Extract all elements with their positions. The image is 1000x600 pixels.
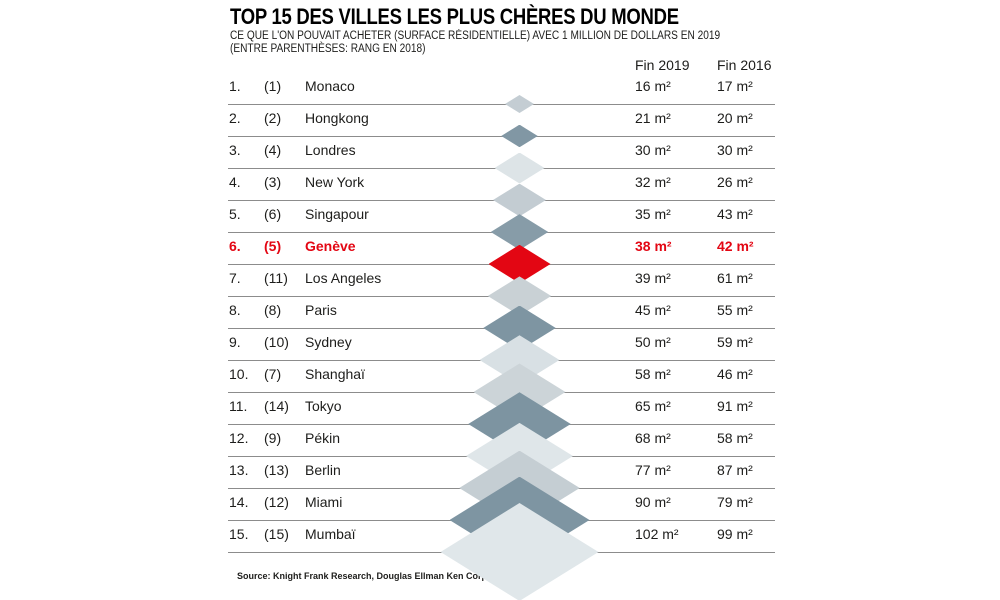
- value-fin-2019-cell: 102 m²: [635, 526, 679, 542]
- rank-2018-cell: (13): [264, 462, 289, 478]
- rank-cell: 11.: [229, 398, 248, 414]
- value-fin-2019-cell: 65 m²: [635, 398, 671, 414]
- source-note: Source: Knight Frank Research, Douglas E…: [237, 571, 521, 581]
- value-fin-2019-cell: 21 m²: [635, 110, 671, 126]
- value-fin-2016-cell: 79 m²: [717, 494, 753, 510]
- rank-cell: 5.: [229, 206, 241, 222]
- rank-cell: 4.: [229, 174, 241, 190]
- city-cell: Pékin: [305, 430, 341, 446]
- rank-cell: 3.: [229, 142, 241, 158]
- city-cell: Tokyo: [305, 398, 342, 414]
- column-header-fin-2016: Fin 2016: [717, 57, 772, 73]
- subtitle-line-2: (ENTRE PARENTHÈSES: RANG EN 2018): [230, 43, 426, 55]
- rank-2018-cell: (4): [264, 142, 282, 158]
- value-fin-2019-cell: 45 m²: [635, 302, 671, 318]
- city-cell: New York: [305, 174, 365, 190]
- page-subtitle: CE QUE L'ON POUVAIT ACHETER (SURFACE RÉS…: [230, 30, 720, 56]
- rank-2018-cell: (6): [264, 206, 282, 222]
- rank-cell: 6.: [229, 238, 241, 254]
- rank-2018-cell: (1): [264, 78, 282, 94]
- value-fin-2019-cell: 32 m²: [635, 174, 671, 190]
- value-fin-2019-cell: 90 m²: [635, 494, 671, 510]
- city-cell: Mumbaï: [305, 526, 356, 542]
- value-fin-2019-cell: 77 m²: [635, 462, 671, 478]
- rank-cell: 14.: [229, 494, 249, 510]
- table-row: 4. (3) New York 32 m² 26 m²: [228, 168, 775, 201]
- value-fin-2016-cell: 58 m²: [717, 430, 753, 446]
- rank-cell: 13.: [229, 462, 249, 478]
- value-fin-2016-cell: 87 m²: [717, 462, 753, 478]
- value-fin-2019-cell: 16 m²: [635, 78, 671, 94]
- value-fin-2019-cell: 38 m²: [635, 238, 672, 254]
- rank-2018-cell: (2): [264, 110, 282, 126]
- rank-2018-cell: (5): [264, 238, 282, 254]
- city-cell: Shanghaï: [305, 366, 365, 382]
- rank-cell: 12.: [229, 430, 249, 446]
- rank-2018-cell: (8): [264, 302, 282, 318]
- rank-2018-cell: (9): [264, 430, 282, 446]
- value-fin-2016-cell: 42 m²: [717, 238, 754, 254]
- page-title: TOP 15 DES VILLES LES PLUS CHÈRES DU MON…: [230, 4, 679, 29]
- rank-cell: 10.: [229, 366, 249, 382]
- value-fin-2019-cell: 50 m²: [635, 334, 671, 350]
- value-fin-2016-cell: 30 m²: [717, 142, 753, 158]
- table-row: 7. (11) Los Angeles 39 m² 61 m²: [228, 264, 775, 297]
- diamond-marker: [501, 124, 538, 148]
- rank-2018-cell: (12): [264, 494, 289, 510]
- value-fin-2019-cell: 30 m²: [635, 142, 671, 158]
- value-fin-2016-cell: 20 m²: [717, 110, 753, 126]
- diamond-marker: [505, 95, 534, 113]
- city-cell: Singapour: [305, 206, 369, 222]
- value-fin-2016-cell: 99 m²: [717, 526, 753, 542]
- subtitle-line-1: CE QUE L'ON POUVAIT ACHETER (SURFACE RÉS…: [230, 30, 721, 42]
- rank-2018-cell: (10): [264, 334, 289, 350]
- value-fin-2016-cell: 17 m²: [717, 78, 753, 94]
- rank-cell: 2.: [229, 110, 241, 126]
- value-fin-2019-cell: 35 m²: [635, 206, 671, 222]
- rank-cell: 7.: [229, 270, 241, 286]
- table-row: 2. (2) Hongkong 21 m² 20 m²: [228, 104, 775, 137]
- city-cell: Sydney: [305, 334, 352, 350]
- value-fin-2016-cell: 43 m²: [717, 206, 753, 222]
- city-cell: Los Angeles: [305, 270, 382, 286]
- value-fin-2019-cell: 58 m²: [635, 366, 671, 382]
- city-cell: Paris: [305, 302, 337, 318]
- rank-cell: 8.: [229, 302, 241, 318]
- table-row: 1. (1) Monaco 16 m² 17 m²: [228, 72, 775, 105]
- city-cell: Berlin: [305, 462, 341, 478]
- value-fin-2016-cell: 26 m²: [717, 174, 753, 190]
- value-fin-2016-cell: 55 m²: [717, 302, 753, 318]
- rank-cell: 15.: [229, 526, 249, 542]
- rank-cell: 9.: [229, 334, 241, 350]
- value-fin-2016-cell: 91 m²: [717, 398, 753, 414]
- city-cell: Genève: [305, 238, 356, 254]
- city-cell: Londres: [305, 142, 356, 158]
- value-fin-2016-cell: 61 m²: [717, 270, 753, 286]
- city-cell: Hongkong: [305, 110, 369, 126]
- rank-2018-cell: (15): [264, 526, 289, 542]
- column-header-fin-2019: Fin 2019: [635, 57, 690, 73]
- value-fin-2016-cell: 46 m²: [717, 366, 753, 382]
- rank-cell: 1.: [229, 78, 241, 94]
- rank-2018-cell: (14): [264, 398, 289, 414]
- value-fin-2019-cell: 39 m²: [635, 270, 671, 286]
- rank-2018-cell: (11): [264, 270, 288, 286]
- rank-2018-cell: (7): [264, 366, 282, 382]
- city-cell: Miami: [305, 494, 343, 510]
- city-cell: Monaco: [305, 78, 355, 94]
- rank-2018-cell: (3): [264, 174, 282, 190]
- value-fin-2019-cell: 68 m²: [635, 430, 671, 446]
- value-fin-2016-cell: 59 m²: [717, 334, 753, 350]
